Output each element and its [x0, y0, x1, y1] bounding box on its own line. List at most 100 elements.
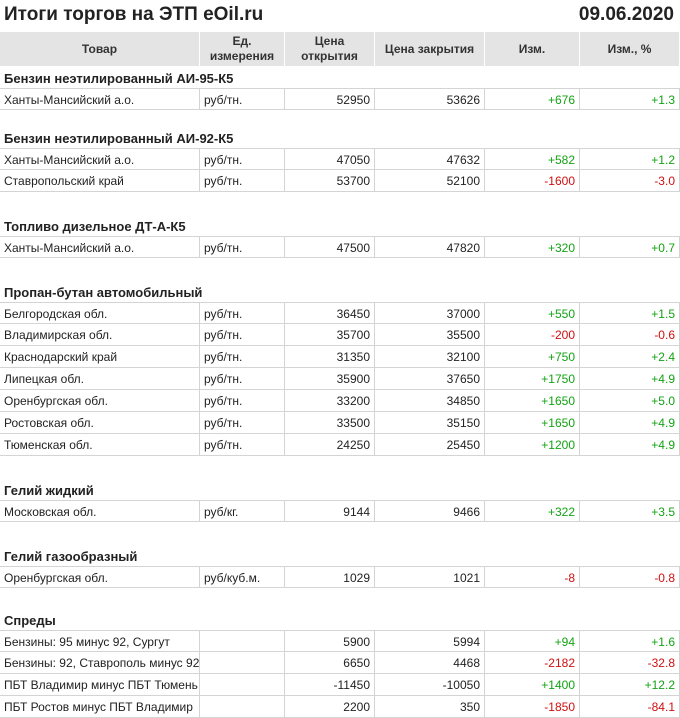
cell: +1400 [485, 674, 580, 696]
cell: 35900 [285, 368, 375, 390]
cell: 32100 [375, 346, 485, 368]
cell: ПБТ Ростов минус ПБТ Владимир [0, 696, 200, 718]
cell: 24250 [285, 434, 375, 456]
column-header: Цена открытия [285, 32, 375, 66]
cell: -32.8 [580, 652, 680, 674]
section-title: Топливо дизельное ДТ-А-К5 [4, 219, 186, 234]
cell: 37000 [375, 302, 485, 324]
cell: руб/тн. [200, 412, 285, 434]
cell: +320 [485, 236, 580, 258]
cell [200, 674, 285, 696]
cell: -0.8 [580, 566, 680, 588]
cell: +1200 [485, 434, 580, 456]
cell: 36450 [285, 302, 375, 324]
cell: 5994 [375, 630, 485, 652]
cell: -84.1 [580, 696, 680, 718]
cell: +5.0 [580, 390, 680, 412]
column-header: Ед. измерения [200, 32, 285, 66]
column-header: Цена закрытия [375, 32, 485, 66]
cell: -8 [485, 566, 580, 588]
cell: Ханты-Мансийский а.о. [0, 236, 200, 258]
cell: руб/тн. [200, 170, 285, 192]
cell: руб/тн. [200, 368, 285, 390]
cell: 37650 [375, 368, 485, 390]
cell: Ханты-Мансийский а.о. [0, 88, 200, 110]
section-title: Бензин неэтилированный АИ-92-К5 [4, 131, 234, 146]
cell: +2.4 [580, 346, 680, 368]
cell: 350 [375, 696, 485, 718]
cell: 35700 [285, 324, 375, 346]
cell: -1600 [485, 170, 580, 192]
cell: ПБТ Владимир минус ПБТ Тюмень [0, 674, 200, 696]
cell: -3.0 [580, 170, 680, 192]
cell [200, 652, 285, 674]
cell: 35150 [375, 412, 485, 434]
cell: +4.9 [580, 368, 680, 390]
cell: -2182 [485, 652, 580, 674]
cell: 34850 [375, 390, 485, 412]
cell: 9466 [375, 500, 485, 522]
cell: 52950 [285, 88, 375, 110]
cell: +550 [485, 302, 580, 324]
cell: +1.2 [580, 148, 680, 170]
cell: Ростовская обл. [0, 412, 200, 434]
cell: +1650 [485, 390, 580, 412]
cell: Белгородская обл. [0, 302, 200, 324]
section-title: Пропан-бутан автомобильный [4, 285, 203, 300]
cell: +12.2 [580, 674, 680, 696]
cell: +0.7 [580, 236, 680, 258]
cell: +4.9 [580, 412, 680, 434]
cell: Тюменская обл. [0, 434, 200, 456]
title: Итоги торгов на ЭТП eOil.ru [4, 4, 264, 25]
cell: 2200 [285, 696, 375, 718]
cell: руб/тн. [200, 148, 285, 170]
cell: 6650 [285, 652, 375, 674]
cell: -0.6 [580, 324, 680, 346]
cell: 33200 [285, 390, 375, 412]
cell: Владимирская обл. [0, 324, 200, 346]
date: 09.06.2020 [578, 4, 674, 25]
cell: +322 [485, 500, 580, 522]
cell: Ханты-Мансийский а.о. [0, 148, 200, 170]
cell: руб/куб.м. [200, 566, 285, 588]
cell: Московская обл. [0, 500, 200, 522]
cell: 53626 [375, 88, 485, 110]
cell: 53700 [285, 170, 375, 192]
cell: 47050 [285, 148, 375, 170]
cell [200, 696, 285, 718]
cell: руб/тн. [200, 88, 285, 110]
cell: 33500 [285, 412, 375, 434]
cell: Оренбургская обл. [0, 566, 200, 588]
section-title: Спреды [4, 613, 56, 628]
cell: Краснодарский край [0, 346, 200, 368]
column-header: Изм., % [580, 32, 680, 66]
cell: +94 [485, 630, 580, 652]
cell: 31350 [285, 346, 375, 368]
cell: руб/тн. [200, 302, 285, 324]
cell: 35500 [375, 324, 485, 346]
column-header: Товар [0, 32, 200, 66]
cell: 1021 [375, 566, 485, 588]
cell: +1750 [485, 368, 580, 390]
cell: руб/тн. [200, 434, 285, 456]
cell: Бензины: 95 минус 92, Сургут [0, 630, 200, 652]
cell: руб/тн. [200, 236, 285, 258]
cell: +1.3 [580, 88, 680, 110]
cell: руб/кг. [200, 500, 285, 522]
cell: -1850 [485, 696, 580, 718]
cell: 25450 [375, 434, 485, 456]
cell: +582 [485, 148, 580, 170]
cell: +1.6 [580, 630, 680, 652]
section-title: Гелий жидкий [4, 483, 94, 498]
cell: 47820 [375, 236, 485, 258]
section-title: Бензин неэтилированный АИ-95-К5 [4, 71, 234, 86]
section-title: Гелий газообразный [4, 549, 138, 564]
cell: Оренбургская обл. [0, 390, 200, 412]
cell: 52100 [375, 170, 485, 192]
cell: -10050 [375, 674, 485, 696]
cell: +4.9 [580, 434, 680, 456]
cell: 1029 [285, 566, 375, 588]
cell: 4468 [375, 652, 485, 674]
cell: Липецкая обл. [0, 368, 200, 390]
cell: +3.5 [580, 500, 680, 522]
